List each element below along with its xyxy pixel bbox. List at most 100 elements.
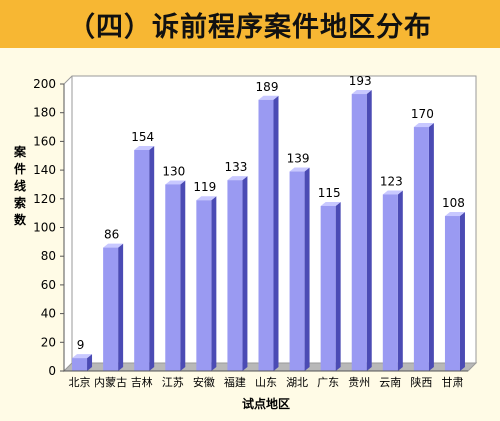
y-tick-label: 120	[33, 192, 56, 206]
data-label: 189	[256, 80, 279, 94]
data-label: 130	[162, 164, 185, 178]
x-tick-label: 吉林	[131, 375, 153, 389]
bar-side	[273, 95, 279, 371]
y-tick-label: 200	[33, 77, 56, 91]
bar-front	[165, 184, 181, 371]
data-label: 108	[442, 196, 465, 210]
x-tick-label: 北京	[69, 375, 91, 389]
bar-side	[211, 196, 217, 371]
y-tick-label: 80	[41, 249, 56, 263]
x-tick-label: 安徽	[193, 375, 215, 389]
y-tick-label: 140	[33, 163, 56, 177]
y-axis-title-char: 数	[14, 212, 27, 227]
bar-side	[149, 146, 155, 371]
bar-top	[165, 180, 186, 185]
bar-贵州: 193	[349, 74, 372, 372]
data-label: 123	[380, 174, 403, 188]
chart-title: （四）诉前程序案件地区分布	[68, 11, 432, 43]
bar-吉林: 154	[131, 130, 155, 371]
bar-side	[459, 212, 465, 371]
data-label: 170	[411, 107, 434, 121]
bar-内蒙古: 86	[103, 228, 124, 371]
bar-front	[382, 194, 398, 371]
bar-side	[397, 190, 403, 371]
bar-front	[413, 127, 429, 371]
x-tick-label: 甘肃	[441, 376, 463, 389]
bar-安徽: 119	[193, 180, 217, 371]
y-tick-label: 0	[48, 364, 56, 378]
x-tick-label: 广东	[317, 376, 339, 389]
bar-top	[103, 243, 124, 248]
bar-江苏: 130	[162, 164, 186, 371]
bar-front	[103, 247, 119, 371]
y-tick-label: 60	[41, 278, 56, 292]
bar-陕西: 170	[411, 107, 434, 371]
x-tick-label: 内蒙古	[94, 375, 127, 389]
bar-front	[196, 200, 212, 371]
y-axis-title-char: 线	[14, 178, 26, 193]
bar-side	[118, 243, 124, 371]
x-tick-label: 江苏	[162, 376, 184, 389]
bar-front	[258, 99, 274, 371]
bar-side	[87, 354, 93, 371]
bar-front	[227, 180, 243, 371]
x-tick-label: 云南	[379, 376, 401, 389]
bar-front	[134, 150, 150, 371]
bar-top	[320, 201, 341, 206]
data-label: 193	[349, 74, 372, 88]
bar-top	[351, 90, 372, 95]
bar-top	[289, 167, 310, 172]
bar-side	[180, 180, 186, 371]
y-tick-label: 100	[33, 221, 56, 235]
data-label: 9	[77, 338, 85, 352]
data-label: 154	[131, 130, 154, 144]
bar-side	[335, 201, 341, 371]
bars: 9 86 154 130 119 133 189 139 115 193 123 170 108	[72, 74, 465, 372]
bar-甘肃: 108	[442, 196, 465, 371]
bar-top	[72, 354, 93, 359]
x-axis: 北京 内蒙古 吉林 江苏 安徽 福建 山东 湖北 广东 贵州 云南 陕西 甘肃	[64, 370, 468, 389]
title-bar: （四）诉前程序案件地区分布	[0, 0, 500, 48]
x-tick-label: 山东	[255, 376, 277, 389]
x-tick-label: 福建	[224, 375, 246, 389]
x-tick-label: 湖北	[286, 376, 308, 389]
bar-top	[444, 212, 465, 217]
bar-side	[428, 123, 434, 371]
y-tick-label: 180	[33, 106, 56, 120]
bar-side	[304, 167, 310, 371]
bar-top	[227, 176, 248, 181]
bar-front	[444, 216, 460, 371]
bar-云南: 123	[380, 174, 403, 371]
y-tick-label: 40	[41, 307, 56, 321]
y-axis: 0 20 40 60 80 100 120 140 160 180 200	[33, 77, 65, 378]
y-tick-label: 20	[41, 335, 56, 349]
data-label: 139	[287, 152, 310, 166]
bar-front	[289, 171, 305, 371]
bar-top	[196, 196, 217, 201]
data-label: 115	[318, 186, 341, 200]
bar-top	[382, 190, 403, 195]
bar-front	[351, 94, 367, 372]
y-axis-title-char: 索	[14, 195, 26, 210]
x-axis-title: 试点地区	[242, 396, 290, 411]
y-axis-title-char: 案	[13, 144, 27, 159]
data-label: 119	[193, 180, 216, 194]
bar-广东: 115	[318, 186, 341, 371]
bar-front	[72, 358, 88, 371]
data-label: 86	[104, 228, 119, 242]
bar-山东: 189	[256, 80, 279, 371]
data-label: 133	[224, 160, 247, 174]
x-tick-label: 陕西	[410, 375, 432, 389]
y-axis-title-char: 件	[14, 161, 26, 176]
bar-福建: 133	[224, 160, 248, 371]
bar-side	[366, 90, 372, 372]
y-tick-label: 160	[33, 134, 56, 148]
bar-湖北: 139	[287, 152, 310, 371]
x-tick-label: 贵州	[348, 376, 370, 389]
bar-top	[258, 95, 279, 100]
bar-side	[242, 176, 248, 371]
bar-front	[320, 205, 336, 371]
bar-北京: 9	[72, 338, 93, 371]
